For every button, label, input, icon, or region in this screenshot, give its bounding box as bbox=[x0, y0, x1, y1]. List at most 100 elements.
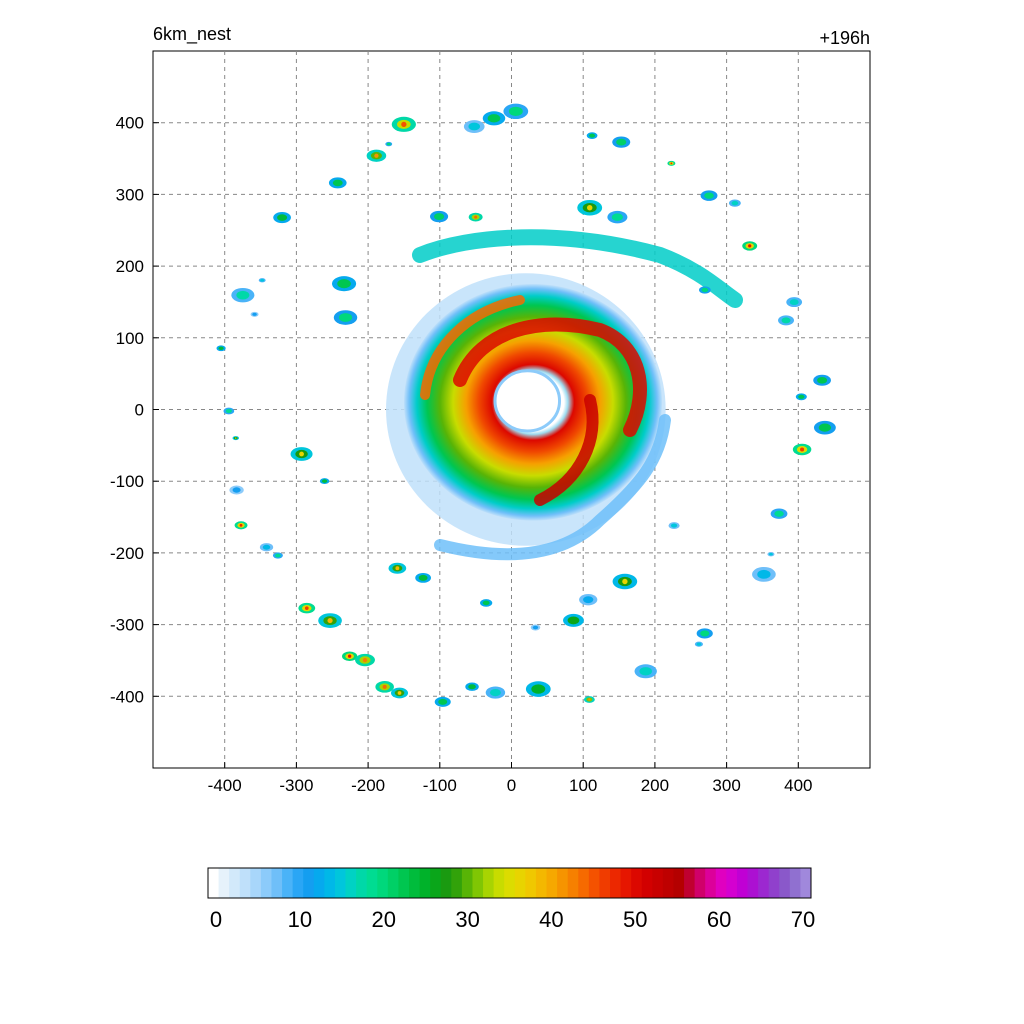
convective-cell-peak bbox=[362, 657, 368, 663]
convective-cell-core bbox=[482, 600, 490, 606]
x-tick-label: 100 bbox=[569, 776, 597, 795]
y-tick-label: 0 bbox=[135, 401, 144, 420]
colorbar-swatch bbox=[641, 868, 653, 898]
colorbar-swatch bbox=[356, 868, 368, 898]
colorbar-swatch bbox=[705, 868, 717, 898]
convective-cell-core bbox=[774, 510, 784, 517]
convective-cell-peak bbox=[622, 578, 628, 585]
colorbar-swatch bbox=[260, 868, 272, 898]
colorbar-swatch bbox=[218, 868, 230, 898]
convective-cell-core bbox=[731, 200, 739, 206]
convective-cell-core bbox=[332, 179, 343, 187]
convective-cell-peak bbox=[401, 121, 407, 127]
convective-cell-peak bbox=[235, 437, 237, 439]
spiral-band bbox=[534, 394, 599, 506]
x-tick-label: -200 bbox=[351, 776, 385, 795]
convective-cell-core bbox=[277, 214, 288, 221]
colorbar-tick-label: 30 bbox=[455, 907, 479, 932]
reflectivity-field bbox=[216, 103, 836, 707]
convective-cell-core bbox=[225, 408, 232, 414]
convective-cell-peak bbox=[748, 244, 752, 248]
spiral-band bbox=[420, 295, 525, 400]
convective-cell-core bbox=[438, 698, 448, 705]
colorbar-swatch bbox=[313, 868, 325, 898]
convective-cell-core bbox=[236, 290, 250, 300]
colorbar-swatch bbox=[599, 868, 611, 898]
colorbar-swatch bbox=[366, 868, 378, 898]
colorbar-swatch bbox=[229, 868, 241, 898]
colorbar-swatch bbox=[662, 868, 674, 898]
convective-cell-core bbox=[252, 312, 257, 316]
convective-cell-core bbox=[275, 553, 281, 558]
colorbar-swatch bbox=[768, 868, 780, 898]
convective-cell-core bbox=[616, 138, 627, 146]
x-tick-label: 300 bbox=[712, 776, 740, 795]
colorbar-swatch bbox=[430, 868, 442, 898]
colorbar-swatch bbox=[694, 868, 706, 898]
convective-cell-core bbox=[532, 625, 539, 630]
convective-cell-core bbox=[768, 552, 773, 556]
convective-cell-core bbox=[798, 394, 805, 399]
colorbar-swatch bbox=[451, 868, 463, 898]
colorbar-swatch bbox=[324, 868, 336, 898]
colorbar-tick-label: 60 bbox=[707, 907, 731, 932]
colorbar: 0 10 20 30 40 50 60 70 bbox=[207, 867, 815, 932]
x-tick-label: 0 bbox=[507, 776, 516, 795]
colorbar-swatch bbox=[715, 868, 727, 898]
convective-cell-core bbox=[789, 299, 799, 306]
y-tick-label: -400 bbox=[110, 687, 144, 706]
colorbar-tick-label: 0 bbox=[210, 907, 222, 932]
convective-cell-core bbox=[337, 279, 351, 289]
x-tick-label: -400 bbox=[208, 776, 242, 795]
eye bbox=[493, 369, 562, 433]
colorbar-swatch bbox=[652, 868, 664, 898]
colorbar-tick-label: 40 bbox=[539, 907, 563, 932]
colorbar-swatch bbox=[758, 868, 770, 898]
convective-cell-core bbox=[611, 213, 624, 221]
convective-cell-core bbox=[781, 317, 791, 324]
convective-cell-core bbox=[232, 487, 241, 493]
convective-cell-core bbox=[696, 642, 702, 646]
colorbar-swatch bbox=[440, 868, 452, 898]
colorbar-swatch bbox=[208, 868, 220, 898]
convective-cell-core bbox=[489, 688, 501, 697]
convective-cell-peak bbox=[327, 618, 333, 624]
convective-cell-peak bbox=[347, 654, 352, 658]
colorbar-swatch bbox=[282, 868, 294, 898]
convective-cell-peak bbox=[588, 698, 591, 701]
colorbar-swatch bbox=[398, 868, 410, 898]
colorbar-swatch bbox=[567, 868, 579, 898]
colorbar-swatch bbox=[779, 868, 791, 898]
y-tick-label: -200 bbox=[110, 544, 144, 563]
convective-cell-core bbox=[704, 192, 714, 199]
colorbar-swatch bbox=[239, 868, 251, 898]
colorbar-swatch bbox=[493, 868, 505, 898]
colorbar-tick-label: 70 bbox=[791, 907, 815, 932]
convective-cell-peak bbox=[800, 447, 805, 452]
colorbar-swatch bbox=[409, 868, 421, 898]
convective-cell-core bbox=[468, 122, 481, 131]
colorbar-swatch bbox=[271, 868, 283, 898]
colorbar-swatch bbox=[789, 868, 801, 898]
convective-cell-peak bbox=[374, 153, 379, 158]
colorbar-swatch bbox=[250, 868, 262, 898]
convective-cell-peak bbox=[670, 162, 673, 165]
x-tick-label: 200 bbox=[641, 776, 669, 795]
colorbar-swatch bbox=[684, 868, 696, 898]
convective-cell-core bbox=[700, 630, 710, 637]
colorbar-swatch bbox=[377, 868, 389, 898]
spiral-band bbox=[412, 229, 743, 308]
convective-cell-peak bbox=[382, 684, 387, 689]
y-tick-label: 400 bbox=[116, 114, 144, 133]
colorbar-swatch bbox=[535, 868, 548, 898]
colorbar-swatch bbox=[461, 868, 473, 898]
colorbar-swatch bbox=[631, 868, 643, 898]
colorbar-swatch bbox=[610, 868, 622, 898]
convective-cell-core bbox=[260, 278, 265, 282]
colorbar-swatch bbox=[472, 868, 484, 898]
convective-cell-core bbox=[583, 596, 594, 604]
convective-cell-peak bbox=[586, 204, 593, 211]
convective-cell-core bbox=[218, 346, 224, 351]
colorbar-swatch bbox=[578, 868, 590, 898]
convective-cell-core bbox=[589, 133, 596, 138]
